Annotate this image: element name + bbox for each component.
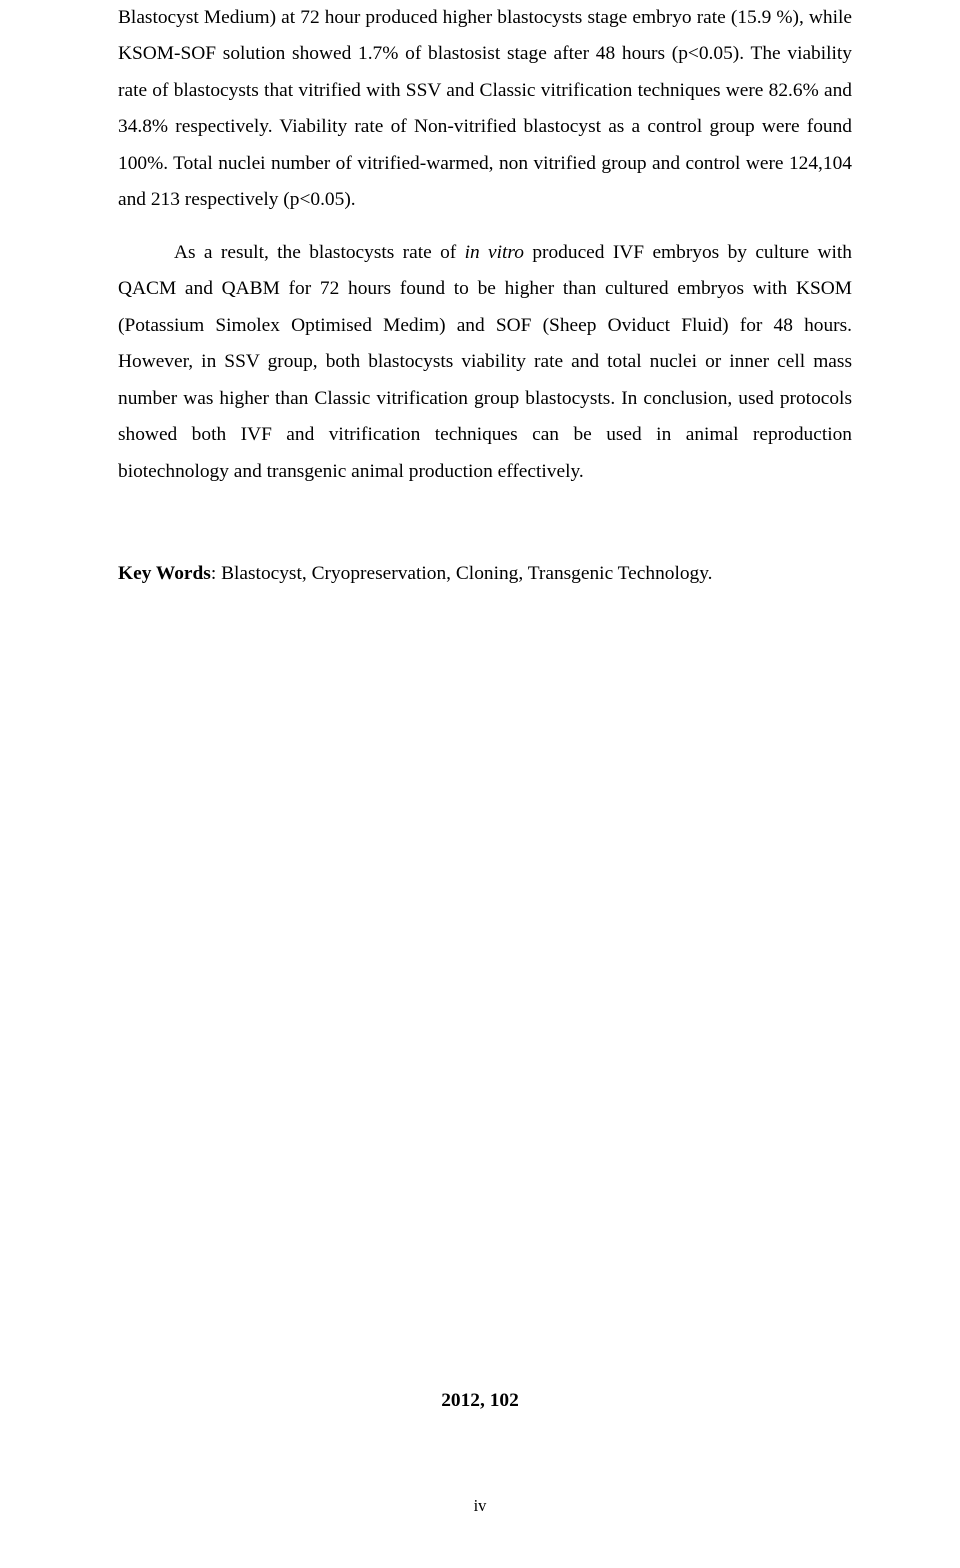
paragraph-2: As a result, the blastocysts rate of in … (118, 235, 852, 490)
keywords-label: Key Words (118, 563, 211, 584)
footer-year: 2012, 102 (0, 1390, 960, 1412)
keywords-value: : Blastocyst, Cryopreservation, Cloning,… (211, 563, 713, 584)
paragraph-2-pre: As a result, the blastocysts rate of (174, 242, 465, 263)
paragraph-1: Blastocyst Medium) at 72 hour produced h… (118, 0, 852, 219)
paragraph-2-post: produced IVF embryos by culture with QAC… (118, 242, 852, 482)
keywords-line: Key Words: Blastocyst, Cryopreservation,… (118, 556, 852, 592)
document-page: Blastocyst Medium) at 72 hour produced h… (0, 0, 960, 1568)
paragraph-2-italic: in vitro (465, 242, 524, 263)
paragraph-1-text: Blastocyst Medium) at 72 hour produced h… (118, 7, 852, 210)
page-number: iv (0, 1496, 960, 1516)
